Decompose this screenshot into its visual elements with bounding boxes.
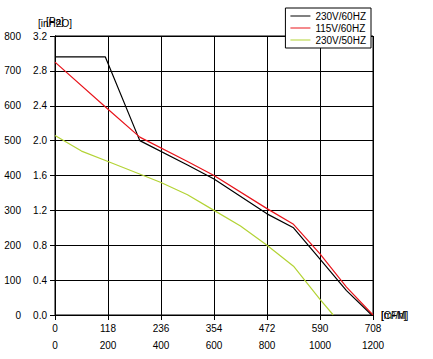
svg-text:300: 300 [4,205,21,216]
svg-text:115V/60HZ: 115V/60HZ [315,23,365,34]
svg-text:600: 600 [206,340,223,351]
svg-text:1.2: 1.2 [33,205,47,216]
svg-text:0: 0 [52,340,58,351]
svg-text:2.0: 2.0 [33,135,47,146]
svg-text:0: 0 [52,323,58,334]
svg-text:200: 200 [4,240,21,251]
svg-text:472: 472 [259,323,276,334]
svg-text:1200: 1200 [362,340,385,351]
svg-text:0: 0 [15,310,21,321]
svg-text:200: 200 [100,340,117,351]
svg-text:118: 118 [100,323,116,334]
svg-text:3.2: 3.2 [33,31,47,42]
svg-text:1.6: 1.6 [33,170,47,181]
svg-text:800: 800 [4,31,21,42]
svg-text:2.8: 2.8 [33,65,47,76]
svg-text:230V/50HZ: 230V/50HZ [315,35,366,46]
svg-text:236: 236 [153,323,170,334]
svg-text:800: 800 [259,340,276,351]
svg-text:100: 100 [4,275,21,286]
svg-text:354: 354 [206,323,223,334]
svg-text:400: 400 [4,170,21,181]
svg-text:0.0: 0.0 [33,310,47,321]
svg-text:0.4: 0.4 [33,275,47,286]
svg-text:700: 700 [4,65,21,76]
svg-text:0.8: 0.8 [33,240,47,251]
svg-text:[inH2O]: [inH2O] [38,18,72,29]
svg-text:2.4: 2.4 [33,100,47,111]
svg-text:230V/60HZ: 230V/60HZ [315,11,366,22]
svg-text:600: 600 [4,100,21,111]
svg-text:590: 590 [312,323,329,334]
svg-text:400: 400 [153,340,170,351]
svg-text:1000: 1000 [309,340,332,351]
svg-text:500: 500 [4,135,21,146]
svg-text:708: 708 [365,323,382,334]
svg-text:[CFM]: [CFM] [381,310,408,321]
